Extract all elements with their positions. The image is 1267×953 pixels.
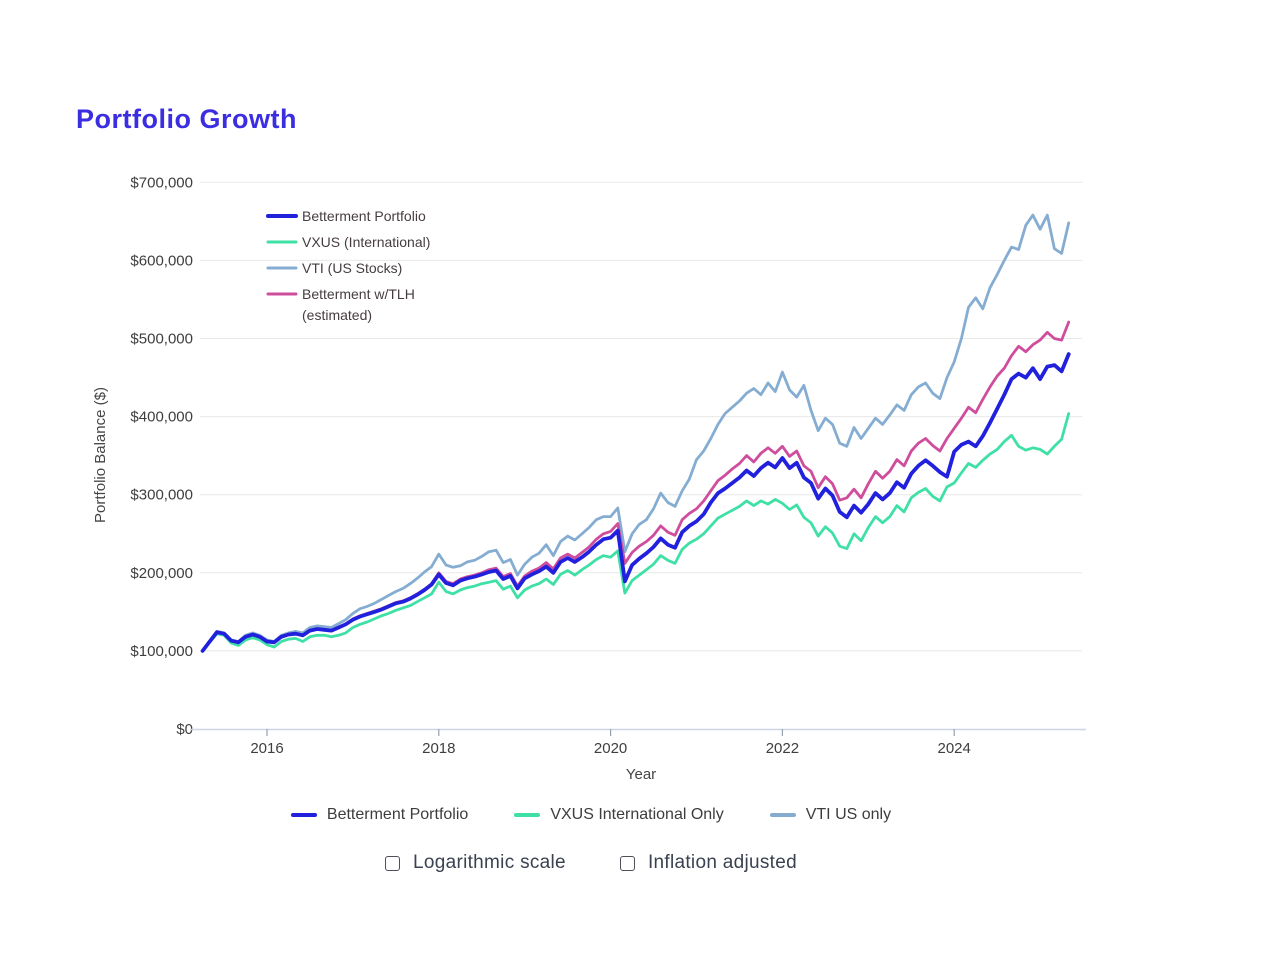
x-tick-label: 2018 <box>422 740 455 757</box>
bottom-legend: Betterment Portfolio VXUS International … <box>200 806 982 824</box>
line-betterment-portfolio <box>200 352 1071 653</box>
y-tick-label: $700,000 <box>130 174 193 191</box>
chart-legend-label: VXUS (International) <box>302 234 430 250</box>
inflation-adjusted-checkbox[interactable] <box>619 855 635 871</box>
y-axis-title: Portfolio Balance ($) <box>92 387 109 523</box>
legend-label: VTI US only <box>805 806 892 823</box>
legend-item-vxus: VXUS International Only <box>514 806 724 824</box>
chart-options: Logarithmic scale Inflation adjusted <box>200 852 982 874</box>
y-tick-label: $400,000 <box>130 409 193 426</box>
chart-legend-label: Betterment w/TLH <box>302 286 415 302</box>
y-tick-label: $0 <box>176 721 193 738</box>
chart-legend-label: Betterment Portfolio <box>302 208 426 224</box>
x-tick-label: 2022 <box>766 740 799 757</box>
legend-item-vti: VTI US only <box>769 806 892 824</box>
y-tick-label: $600,000 <box>130 252 193 269</box>
chart-legend-label: (estimated) <box>302 307 372 323</box>
logarithmic-scale-checkbox[interactable] <box>384 855 400 871</box>
checkbox-label: Inflation adjusted <box>647 852 797 873</box>
betterment-line-swatch <box>290 813 317 817</box>
legend-label: Betterment Portfolio <box>326 806 469 823</box>
x-tick-label: 2016 <box>250 740 283 757</box>
y-tick-label: $100,000 <box>130 643 193 660</box>
legend-item-betterment: Betterment Portfolio <box>290 806 469 824</box>
y-tick-label: $500,000 <box>130 331 193 348</box>
x-tick-label: 2024 <box>938 740 971 757</box>
page-title: Portfolio Growth <box>76 104 297 134</box>
x-tick-label: 2020 <box>594 740 627 757</box>
legend-label: VXUS International Only <box>550 806 724 823</box>
vxus-line-swatch <box>514 813 541 817</box>
logarithmic-scale-option[interactable]: Logarithmic scale <box>384 852 566 874</box>
checkbox-label: Logarithmic scale <box>412 852 566 873</box>
chart-legend-label: VTI (US Stocks) <box>302 260 402 276</box>
x-axis-title: Year <box>626 766 656 783</box>
line-vti-us-stocks <box>201 213 1071 653</box>
line-vxus-international <box>201 412 1071 653</box>
vti-line-swatch <box>769 813 796 817</box>
line-betterment-w-tlh-estimated <box>201 320 1071 653</box>
y-tick-label: $300,000 <box>130 487 193 504</box>
inflation-adjusted-option[interactable]: Inflation adjusted <box>619 852 797 874</box>
y-tick-label: $200,000 <box>130 565 193 582</box>
